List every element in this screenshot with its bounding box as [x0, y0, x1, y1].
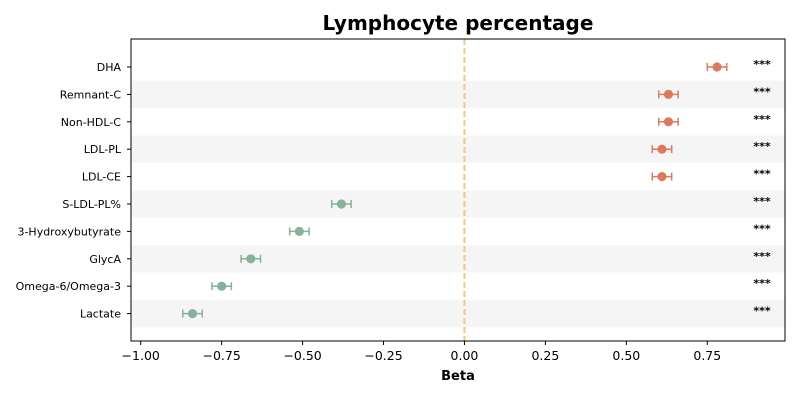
y-tick-label-7: GlycA [89, 253, 121, 266]
y-tick-label-4: LDL-CE [82, 171, 121, 184]
beta-point-2 [663, 117, 674, 127]
y-tick-label-1: Remnant-C [60, 88, 122, 101]
significance-label-2: *** [753, 113, 771, 126]
x-tick-label-1: −0.75 [202, 348, 240, 363]
significance-label-5: *** [753, 195, 771, 208]
x-tick-label-4: 0.00 [451, 348, 479, 363]
significance-label-1: *** [753, 85, 771, 98]
significance-label-3: *** [753, 140, 771, 153]
data-marks-layer [182, 62, 728, 319]
chart-title: Lymphocyte percentage [323, 11, 594, 35]
x-tick-label-7: 0.75 [693, 348, 721, 363]
row-shade [131, 190, 785, 218]
y-tick-label-0: DHA [97, 61, 122, 74]
y-tick-label-2: Non-HDL-C [61, 116, 122, 129]
x-tick-label-3: −0.25 [364, 348, 402, 363]
axes-layer: DHA Remnant-C Non-HDL-C LDL-PL LDL-CE S-LDL-P… [16, 38, 786, 363]
significance-label-9: *** [753, 305, 771, 318]
plot-frame [130, 38, 786, 342]
y-tick-label-5: S-LDL-PL% [62, 198, 121, 211]
row-shade [131, 135, 785, 163]
y-tick-label-6: 3-Hydroxybutyrate [17, 225, 121, 238]
beta-point-4 [657, 172, 667, 182]
beta-point-1 [663, 89, 674, 99]
beta-point-3 [657, 144, 667, 154]
x-tick-label-2: −0.50 [283, 348, 321, 363]
significance-label-4: *** [753, 168, 771, 181]
significance-label-6: *** [753, 222, 771, 235]
beta-point-6 [294, 226, 304, 236]
x-axis-label: Beta [441, 369, 475, 384]
beta-point-7 [246, 254, 256, 264]
beta-point-5 [336, 199, 347, 209]
significance-label-0: *** [753, 58, 771, 71]
row-shade [131, 299, 785, 328]
beta-point-0 [712, 62, 722, 72]
significance-label-8: *** [753, 277, 771, 290]
significance-labels-layer: *** *** *** *** *** *** *** *** *** *** [753, 58, 771, 318]
y-tick-label-3: LDL-PL [84, 143, 122, 156]
significance-label-7: *** [753, 250, 771, 263]
row-shade [131, 80, 785, 109]
y-tick-label-9: Lactate [80, 308, 121, 321]
x-tick-label-6: 0.50 [612, 348, 640, 363]
row-shade [131, 245, 785, 273]
x-tick-label-5: 0.25 [531, 348, 559, 363]
beta-point-9 [187, 309, 198, 319]
beta-point-8 [217, 281, 227, 291]
x-tick-label-0: −1.00 [122, 348, 160, 363]
row-shading-layer [131, 80, 785, 328]
y-tick-label-8: Omega-6/Omega-3 [16, 280, 121, 293]
